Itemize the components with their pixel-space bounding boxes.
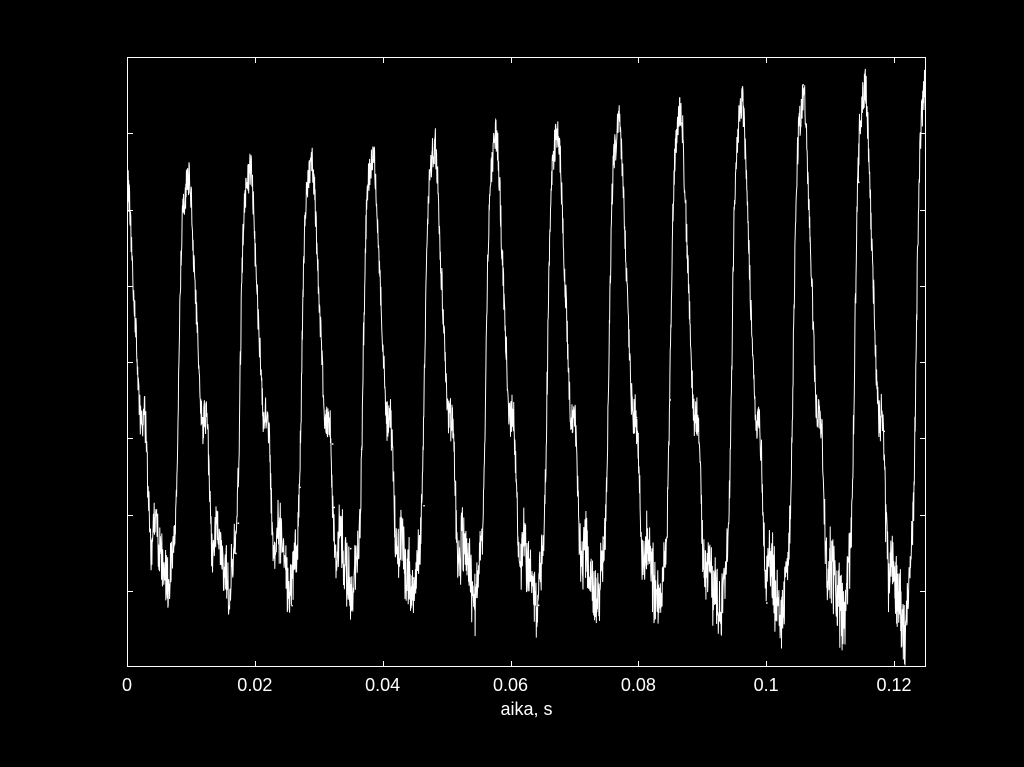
- waveform-chart: 0 0.02 0.04 0.06 0.08 0.1 0.12 aika, s: [0, 0, 1024, 767]
- x-tick-label: 0.06: [493, 675, 528, 696]
- speckle: [417, 569, 419, 571]
- x-tick-label: 0.08: [621, 675, 656, 696]
- x-tick-mark-top: [766, 57, 767, 63]
- speckle: [670, 399, 672, 401]
- speckle: [636, 417, 638, 419]
- waveform-path: [127, 69, 926, 666]
- speckle: [604, 537, 606, 539]
- x-tick-mark: [766, 661, 767, 667]
- x-tick-mark: [383, 661, 384, 667]
- y-tick-mark: [127, 286, 133, 287]
- speckle: [873, 286, 875, 288]
- y-tick-mark-right: [920, 591, 926, 592]
- speckle: [766, 602, 768, 604]
- x-tick-label: 0.04: [365, 675, 400, 696]
- x-tick-mark-top: [383, 57, 384, 63]
- y-tick-mark-right: [920, 362, 926, 363]
- x-axis-label: aika, s: [500, 699, 552, 720]
- x-tick-mark-top: [894, 57, 895, 63]
- y-tick-mark: [127, 133, 133, 134]
- y-tick-mark: [127, 362, 133, 363]
- y-tick-mark-right: [920, 515, 926, 516]
- speckle: [332, 443, 334, 445]
- y-tick-mark: [127, 591, 133, 592]
- speckle: [858, 182, 860, 184]
- y-tick-mark-right: [920, 133, 926, 134]
- speckle: [299, 487, 301, 489]
- speckle: [397, 550, 399, 552]
- speckle: [334, 507, 336, 509]
- speckle: [884, 431, 886, 433]
- speckle: [841, 587, 843, 589]
- speckle: [350, 548, 352, 550]
- x-tick-mark: [511, 661, 512, 667]
- x-tick-mark-top: [255, 57, 256, 63]
- x-tick-mark-top: [638, 57, 639, 63]
- speckle: [204, 425, 206, 427]
- speckle: [413, 578, 415, 580]
- speckle: [291, 605, 293, 607]
- speckle: [611, 203, 613, 205]
- speckle: [235, 553, 237, 555]
- y-tick-mark-right: [920, 286, 926, 287]
- x-tick-mark-top: [511, 57, 512, 63]
- y-tick-mark: [127, 210, 133, 211]
- x-tick-label: 0.02: [237, 675, 272, 696]
- y-tick-mark: [127, 438, 133, 439]
- x-tick-label: 0.12: [877, 675, 912, 696]
- y-tick-mark-right: [920, 210, 926, 211]
- x-tick-label: 0.1: [754, 675, 779, 696]
- x-tick-mark: [127, 661, 128, 667]
- speckle: [423, 505, 425, 507]
- y-tick-mark: [127, 515, 133, 516]
- speckle: [361, 449, 363, 451]
- x-tick-mark-top: [127, 57, 128, 63]
- speckle: [802, 84, 804, 86]
- x-tick-label: 0: [122, 675, 132, 696]
- speckle: [890, 564, 892, 566]
- speckle: [538, 605, 540, 607]
- signal-line: [0, 0, 1024, 767]
- x-tick-mark: [894, 661, 895, 667]
- speckle: [238, 523, 240, 525]
- x-tick-mark: [255, 661, 256, 667]
- y-tick-mark-right: [920, 438, 926, 439]
- x-tick-mark: [638, 661, 639, 667]
